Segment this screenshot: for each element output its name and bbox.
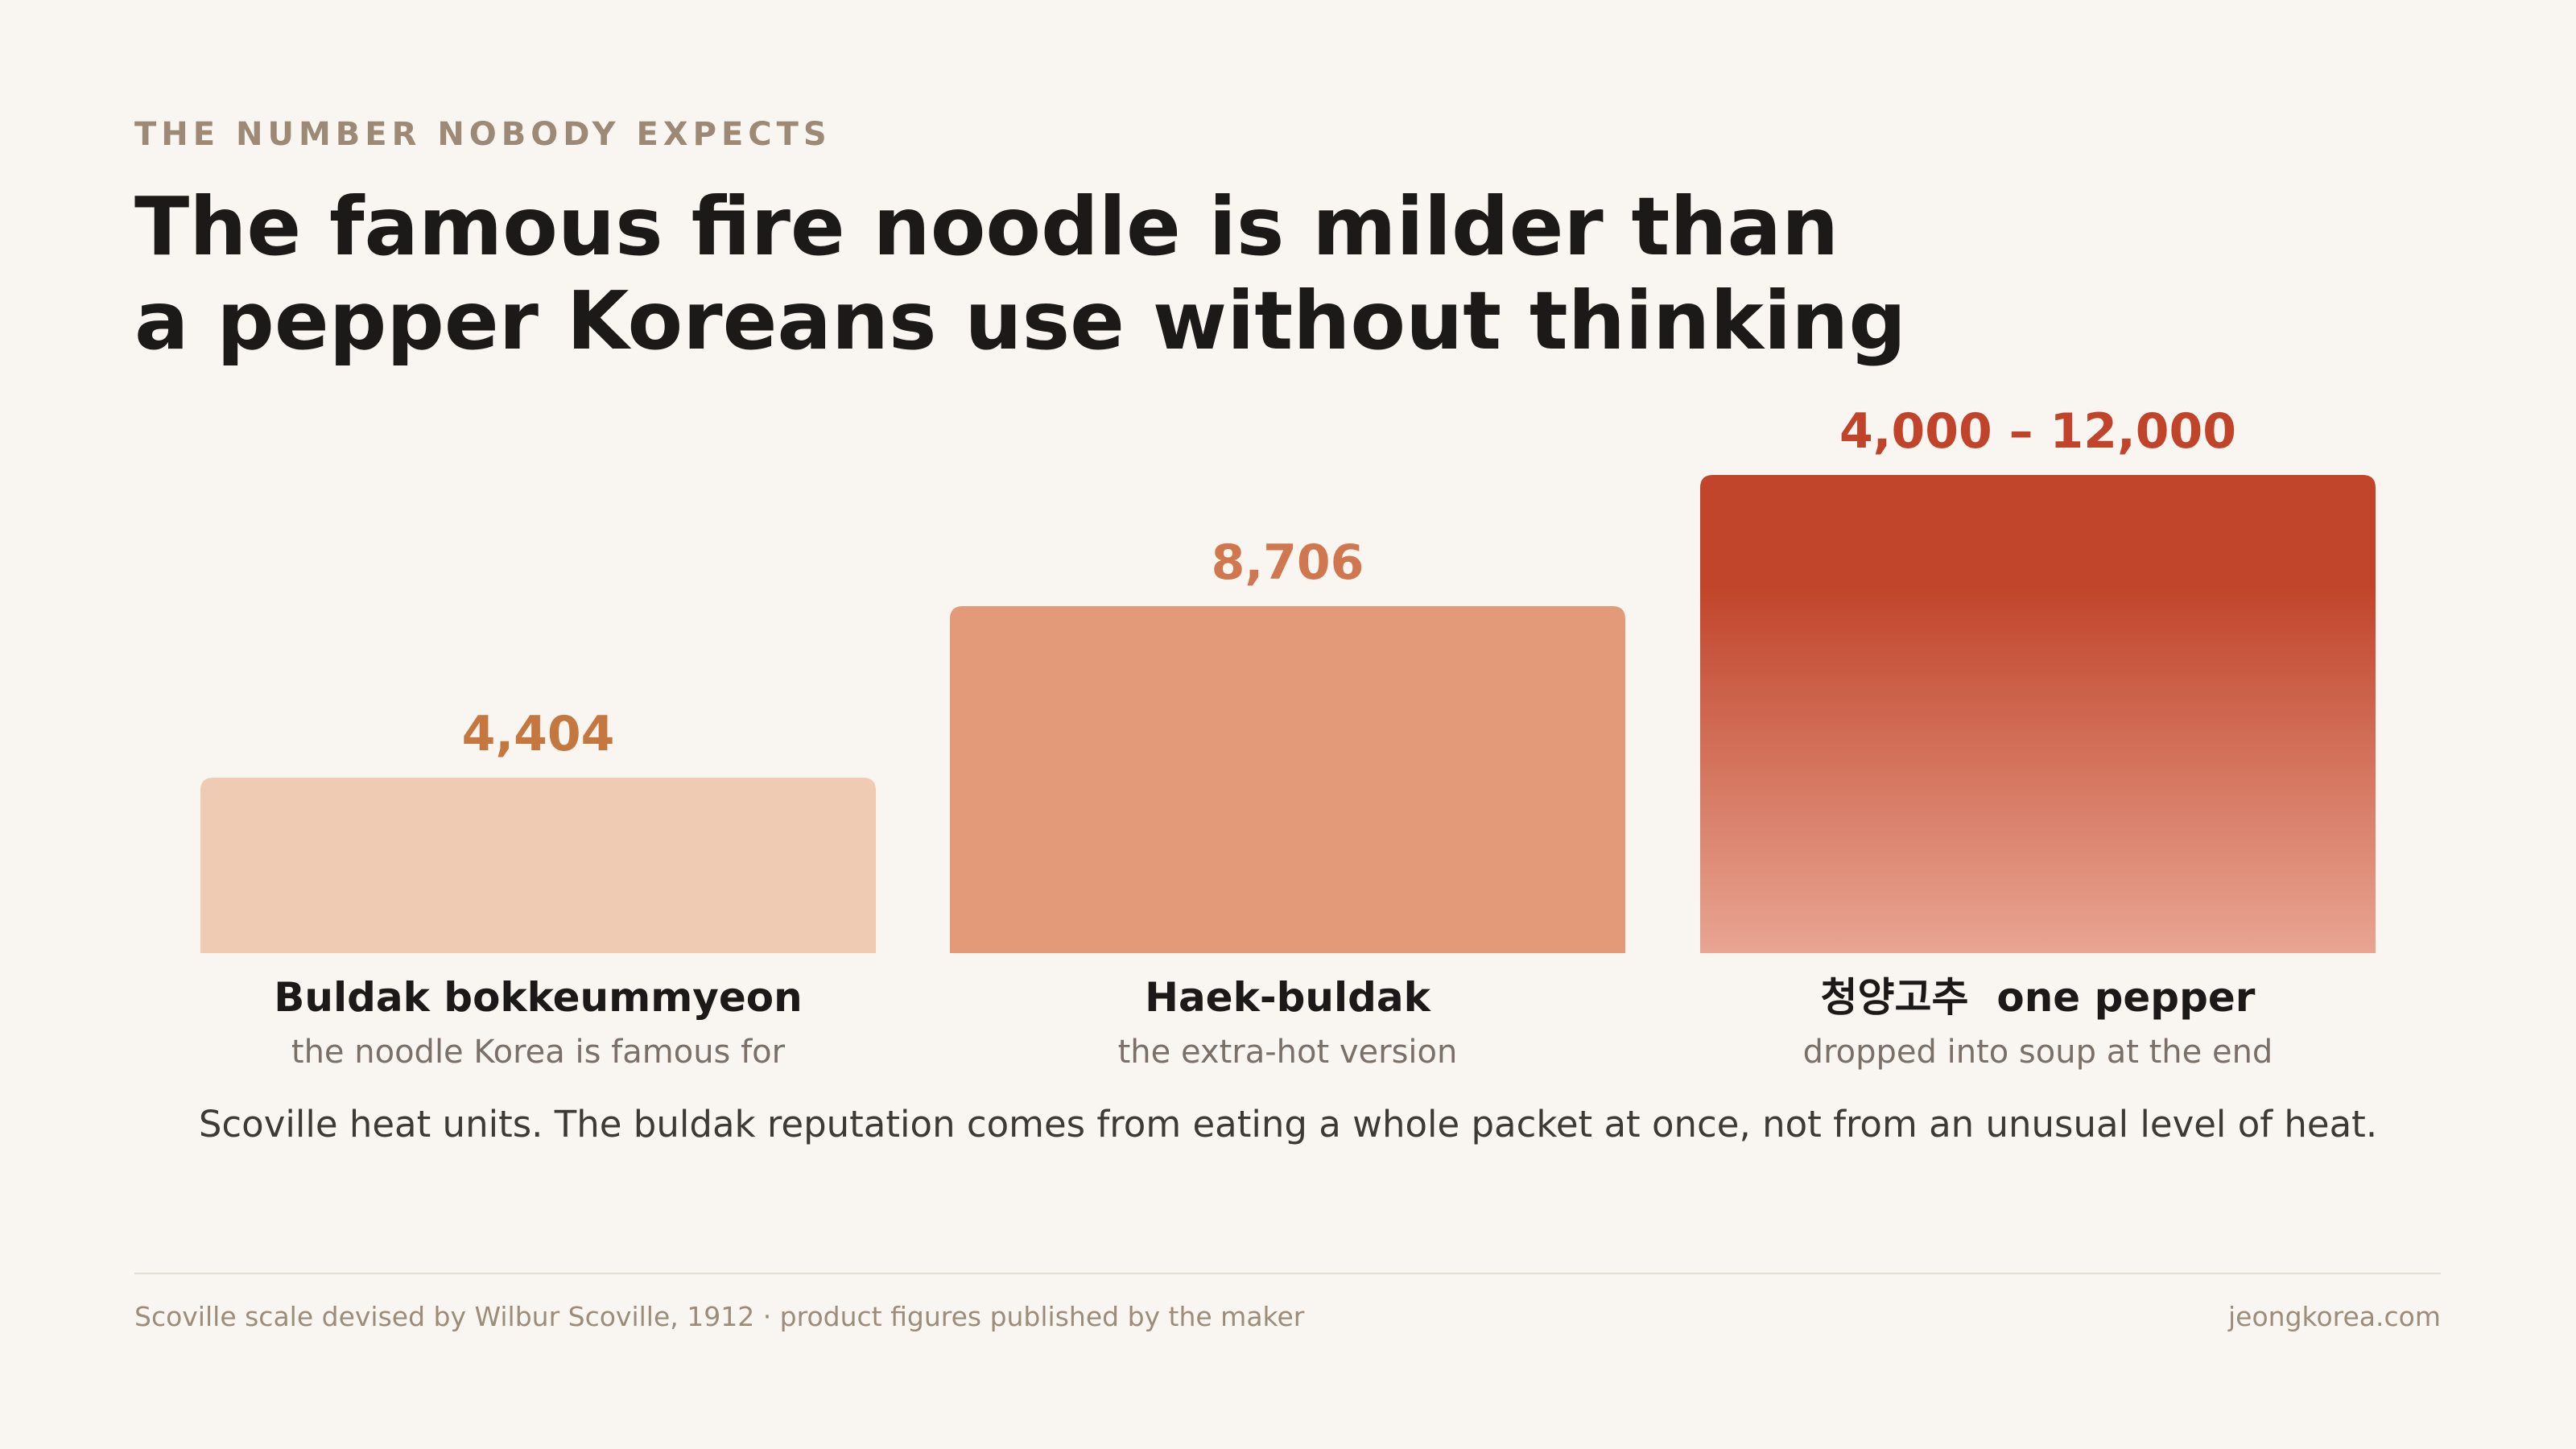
value-label: 8,706 (1212, 535, 1364, 591)
chart-title: The famous fire noodle is milder than a p… (134, 180, 1906, 368)
bar (1700, 475, 2376, 953)
note: Scoville heat units. The buldak reputati… (199, 1103, 2377, 1146)
category-label: 청양고추 one pepper (1821, 974, 2256, 1021)
value-label: 4,404 (462, 706, 615, 762)
category-description: the extra-hot version (1118, 1034, 1458, 1071)
footer-source: Scoville scale devised by Wilbur Scovill… (134, 1301, 1305, 1332)
bar (200, 778, 876, 953)
category-label: Haek-buldak (1145, 974, 1432, 1021)
kicker: THE NUMBER NOBODY EXPECTS (134, 116, 832, 153)
category-label: Buldak bokkeummyeon (274, 974, 803, 1021)
footer-site: jeongkorea.com (2227, 1301, 2441, 1332)
bar (950, 606, 1625, 953)
category-description: the noodle Korea is famous for (291, 1034, 786, 1071)
value-label: 4,000 – 12,000 (1839, 403, 2236, 460)
category-description: dropped into soup at the end (1803, 1034, 2273, 1071)
